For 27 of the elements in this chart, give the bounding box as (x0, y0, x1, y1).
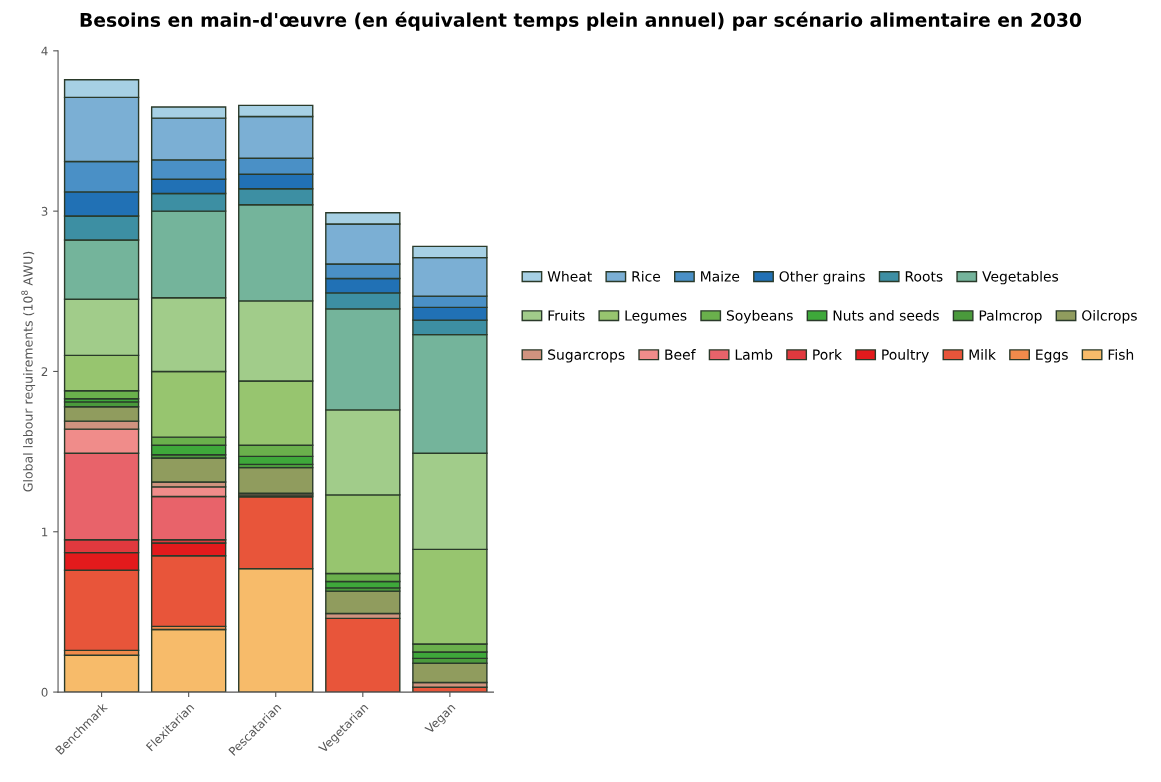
legend-label: Roots (905, 271, 943, 282)
legend-label: Lamb (735, 349, 773, 360)
y-tick-label: 4 (41, 46, 48, 56)
legend-label: Eggs (1036, 349, 1068, 363)
legend-label: Milk (969, 349, 996, 360)
y-tick-label: 3 (41, 206, 48, 216)
legend-label: Palmcrop (979, 309, 1042, 324)
legend-label: Rice (632, 270, 661, 282)
legend-label: Poultry (882, 349, 929, 363)
y-tick-label: 0 (41, 687, 48, 697)
legend-label: Fruits (548, 309, 585, 321)
legend-label: Wheat (547, 270, 592, 282)
legend-label: Legumes (625, 310, 687, 324)
legend-label: Vegetables (982, 270, 1059, 285)
y-tick-label: 2 (41, 367, 48, 376)
legend-label: Pork (813, 349, 842, 360)
legend-label: Fish (1108, 349, 1134, 360)
y-tick-label: 1 (42, 527, 48, 537)
y-axis-title: Global labour requirements (10$^{8}$ AWU) (21, 251, 36, 492)
legend-label: Oilcrops (1082, 309, 1137, 324)
legend-label: Maize (701, 270, 740, 282)
legend-label: Sugarcrops (548, 349, 625, 363)
text: Besoins en main-d'œuvre (en équivalent temps plein annuel) par scénario alimentaire en 2030 (80, 11, 1082, 31)
legend-label: Nuts and seeds (833, 309, 939, 321)
legend-label: Soybeans (726, 309, 793, 324)
legend-label: Other grains (779, 270, 865, 285)
legend-label: Beef (665, 349, 696, 360)
